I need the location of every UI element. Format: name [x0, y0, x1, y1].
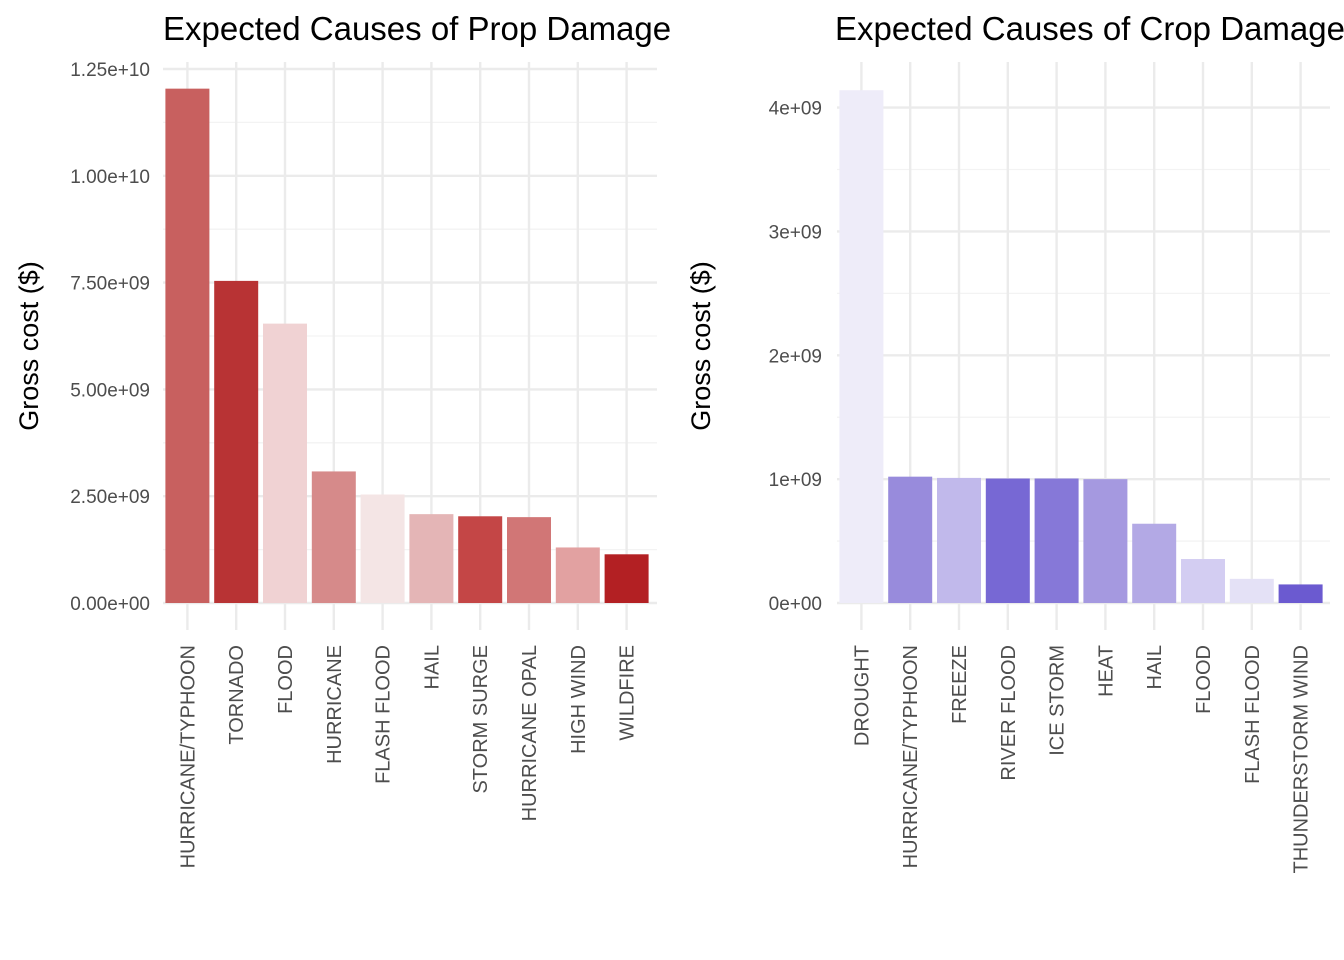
x-tick-label: HAIL	[421, 645, 443, 689]
x-tick-label: FLOOD	[1193, 645, 1215, 714]
y-axis-label: Gross cost ($)	[14, 261, 44, 431]
crop-damage-panel: 0e+00 1e+09 2e+09 3e+09 4e+09 DROUGHT HURRICAN…	[686, 10, 1344, 874]
bar-hail	[1132, 523, 1177, 603]
y-tick-label: 2e+09	[769, 346, 822, 367]
x-tick-label: FLASH FLOOD	[373, 645, 395, 784]
y-tick-label: 1.00e+10	[70, 167, 150, 188]
y-tick-label: 3e+09	[769, 222, 822, 243]
chart-title: Expected Causes of Crop Damage	[835, 10, 1344, 47]
bar-hurricane-typhoon	[888, 476, 933, 603]
x-tick-label: HURRICANE	[324, 645, 346, 764]
bar-storm-surge	[458, 516, 503, 603]
x-tick-label: HAIL	[1144, 645, 1166, 689]
bar-thunderstorm-wind	[1278, 584, 1323, 603]
x-tick-label: HURRICANE/TYPHOON	[900, 645, 922, 868]
bar-hurricane	[311, 471, 356, 603]
x-tick-label: DROUGHT	[851, 645, 873, 746]
bar-drought	[839, 90, 884, 604]
y-tick-label: 7.50e+09	[70, 274, 150, 295]
bar-tornado	[214, 280, 259, 603]
y-tick-label: 0e+00	[769, 594, 822, 615]
y-tick-label: 2.50e+09	[70, 487, 150, 508]
x-tick-label: ICE STORM	[1047, 645, 1069, 756]
x-tick-label: FLOOD	[275, 645, 297, 714]
x-tick-label: TORNADO	[226, 645, 248, 745]
x-tick-label: STORM SURGE	[470, 645, 492, 794]
bar-flood	[1181, 559, 1225, 603]
bar-ice-storm	[1034, 478, 1079, 603]
y-tick-label: 1e+09	[769, 470, 822, 491]
y-tick-label: 1.25e+10	[70, 60, 150, 81]
x-tick-label: FLASH FLOOD	[1242, 645, 1264, 784]
y-tick-label: 5.00e+09	[70, 380, 150, 401]
y-tick-label: 4e+09	[769, 99, 822, 120]
bar-high-wind	[555, 547, 600, 603]
x-tick-label: WILDFIRE	[617, 645, 639, 741]
x-tick-label: HIGH WIND	[568, 645, 590, 754]
x-tick-label: THUNDERSTORM WIND	[1291, 645, 1313, 874]
x-tick-label: FREEZE	[949, 645, 971, 724]
bar-flash-flood	[360, 494, 405, 603]
y-axis-label: Gross cost ($)	[686, 261, 716, 431]
bar-hurricane-opal	[507, 517, 551, 603]
chart-title: Expected Causes of Prop Damage	[163, 10, 671, 47]
bar-hail	[409, 514, 454, 603]
bar-flood	[263, 323, 307, 603]
bar-hurricane-typhoon	[165, 88, 210, 604]
y-tick-label: 0.00e+00	[70, 594, 150, 615]
bar-flash-flood	[1229, 578, 1274, 603]
bar-heat	[1083, 479, 1128, 603]
prop-damage-panel: 0.00e+00 2.50e+09 5.00e+09 7.50e+09 1.00e+10…	[14, 10, 671, 868]
x-tick-label: HURRICANE/TYPHOON	[177, 645, 199, 868]
bar-river-flood	[985, 478, 1030, 603]
x-tick-label: RIVER FLOOD	[998, 645, 1020, 781]
x-tick-label: HEAT	[1095, 645, 1117, 697]
bar-freeze	[937, 477, 981, 603]
x-tick-label: HURRICANE OPAL	[519, 645, 541, 821]
bar-wildfire	[604, 554, 649, 603]
